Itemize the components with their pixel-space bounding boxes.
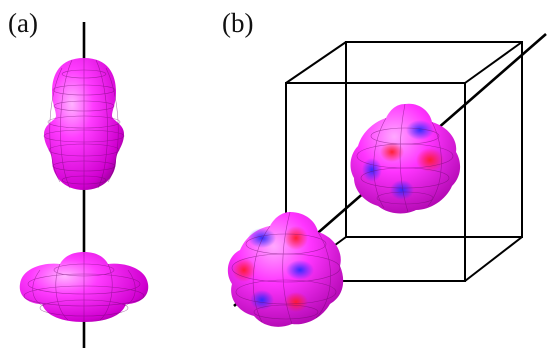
cubic-orbital-upper (350, 103, 461, 214)
dz2-lower-torus (19, 252, 149, 322)
dz2-upper-lobe (43, 58, 125, 190)
panel-b-label: (b) (222, 8, 253, 38)
panel-b (227, 33, 547, 327)
cubic-orbital-lower (227, 211, 344, 327)
panel-a-label: (a) (8, 8, 38, 38)
panel-a (19, 22, 149, 348)
